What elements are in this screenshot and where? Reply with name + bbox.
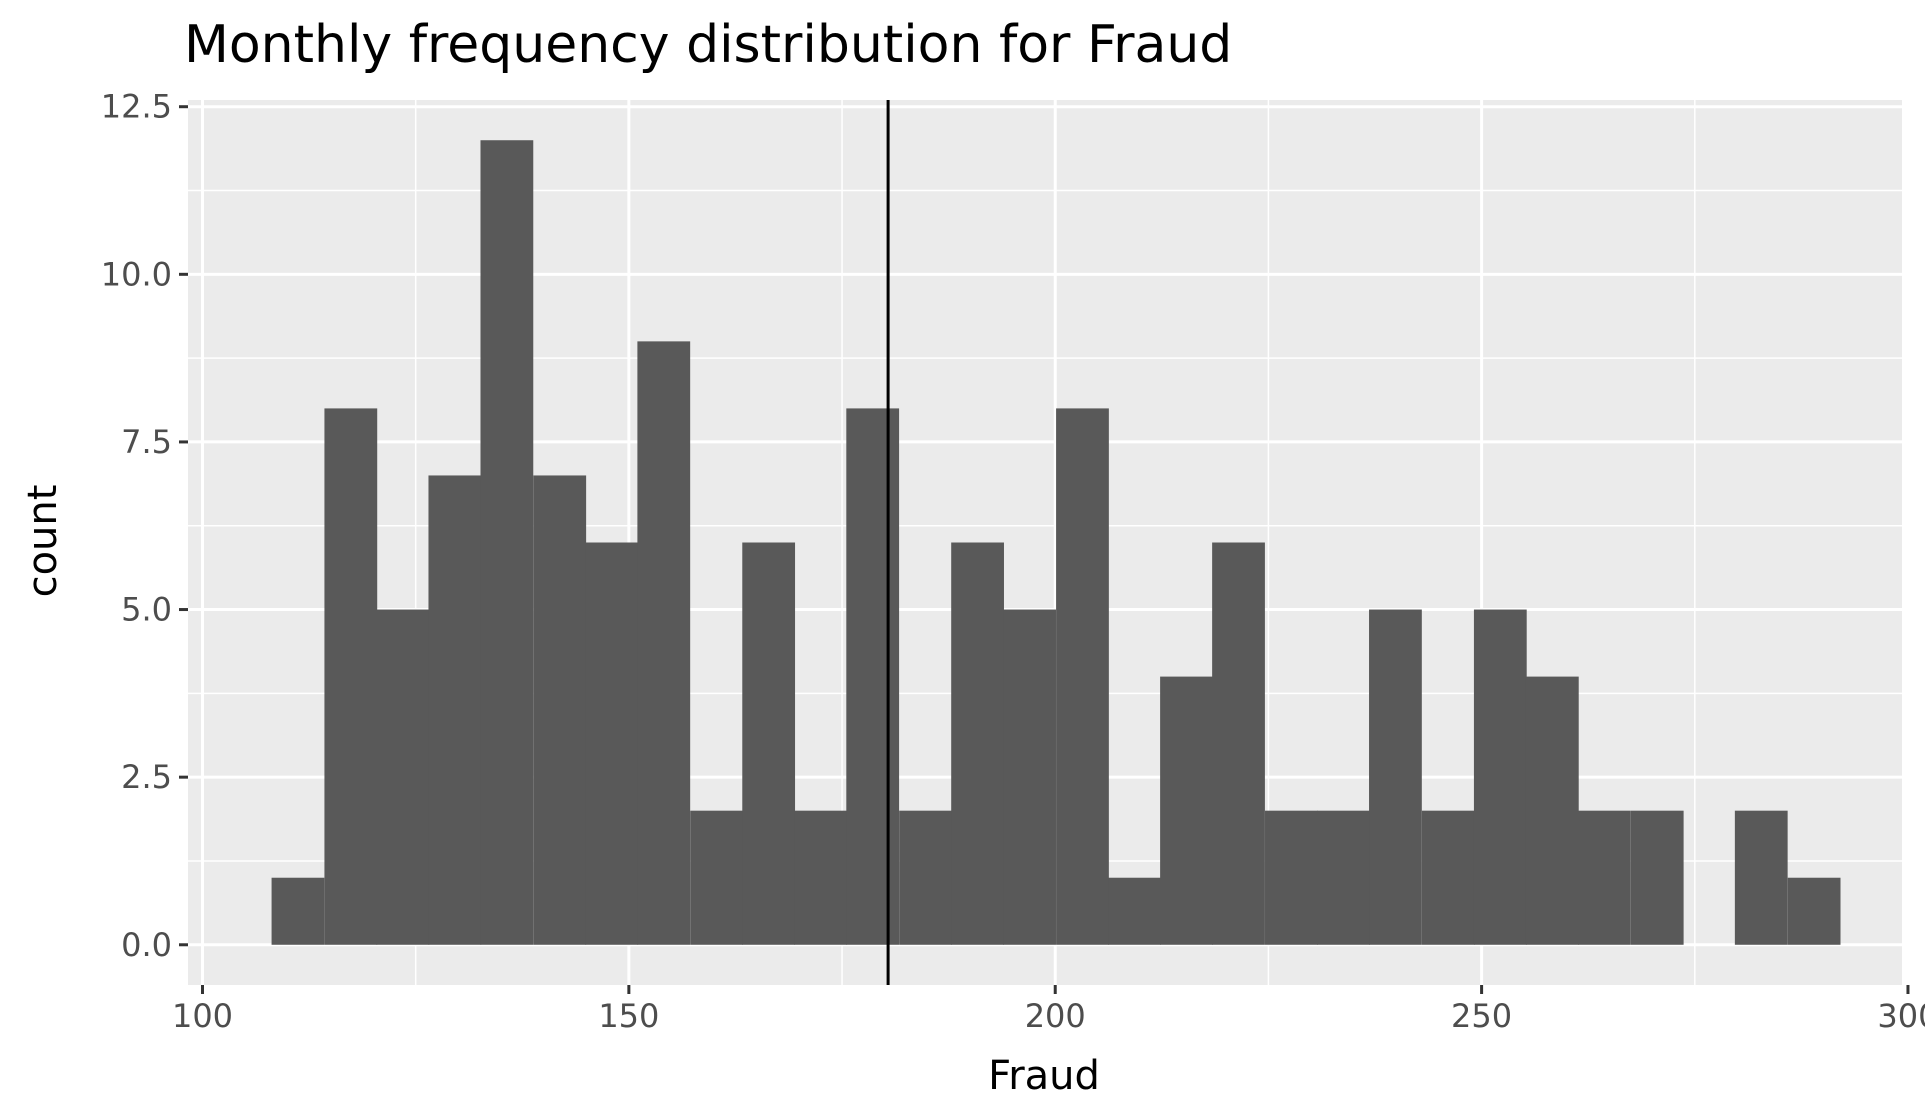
histogram-bar — [585, 542, 639, 945]
histogram-bar — [951, 542, 1004, 945]
histogram-bar — [271, 877, 325, 945]
x-tick-label: 100 — [172, 997, 233, 1035]
histogram-bar — [1630, 810, 1684, 945]
histogram-bar — [794, 810, 848, 945]
y-tick-label: 0.0 — [121, 926, 172, 964]
histogram-bar — [637, 341, 691, 945]
x-axis-title: Fraud — [988, 1053, 1100, 1099]
histogram-bar — [1160, 676, 1213, 945]
histogram-bar — [742, 542, 796, 945]
histogram-bar — [428, 475, 482, 945]
x-tick-label: 150 — [598, 997, 659, 1035]
y-tick-label: 5.0 — [121, 591, 172, 629]
histogram-bar — [899, 810, 952, 945]
histogram-bar — [1265, 810, 1318, 945]
histogram-bar — [690, 810, 744, 945]
histogram-bar — [480, 140, 534, 945]
plot-area: 100 150 200 250 300 0.0 2.5 5.0 7.5 10.0 12.5 — [101, 88, 1925, 1035]
histogram-bar — [1421, 810, 1475, 945]
y-tick-label: 2.5 — [121, 758, 172, 796]
y-tick-label: 12.5 — [101, 88, 172, 126]
x-tick-label: 250 — [1451, 997, 1512, 1035]
histogram-bar — [1473, 609, 1527, 945]
histogram-bar — [1317, 810, 1370, 945]
chart-title: Monthly frequency distribution for Fraud — [184, 15, 1232, 75]
histogram-bar — [1108, 877, 1161, 945]
histogram-bar — [533, 475, 587, 945]
x-tick-label: 300 — [1877, 997, 1925, 1035]
histogram-bar — [1056, 408, 1109, 945]
x-tick-label: 200 — [1025, 997, 1086, 1035]
histogram-bar — [1369, 609, 1422, 945]
histogram-bar — [846, 408, 900, 945]
y-axis-title: count — [20, 485, 66, 598]
histogram-bar — [1212, 542, 1265, 945]
histogram-bar — [1734, 810, 1788, 945]
y-tick-label: 10.0 — [101, 255, 172, 293]
histogram-bar — [1577, 810, 1631, 945]
histogram-bar — [1787, 877, 1841, 945]
histogram-bar — [1003, 609, 1056, 945]
histogram-bar — [376, 609, 430, 945]
y-tick-label: 7.5 — [121, 423, 172, 461]
histogram-bar — [1525, 676, 1579, 945]
histogram-bar — [324, 408, 378, 945]
